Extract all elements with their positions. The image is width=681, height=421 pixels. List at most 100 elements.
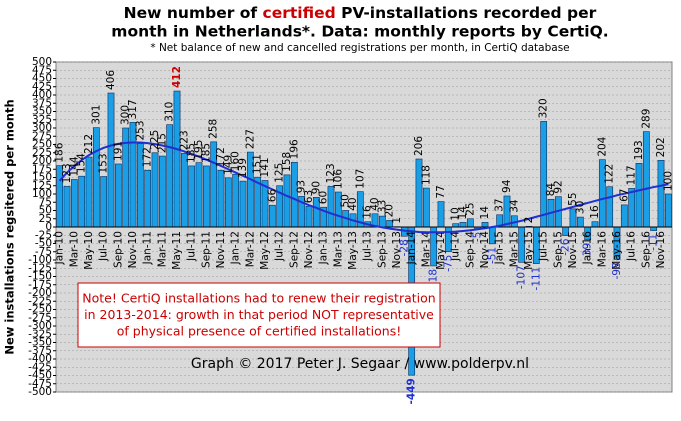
data-label: 310 [164, 102, 176, 122]
y-tick-label: -350 [28, 337, 52, 349]
bar [591, 221, 599, 228]
x-tick-label: Jan-15 [494, 231, 506, 265]
x-tick-label: May-10 [83, 231, 95, 270]
x-tick-label: Mar-10 [68, 231, 80, 267]
data-label: -28 [398, 239, 410, 256]
bar [422, 187, 430, 228]
data-label: 144 [68, 156, 80, 176]
data-label: 118 [420, 165, 432, 185]
data-label: 60 [318, 191, 330, 204]
bar [232, 173, 240, 228]
data-label: 186 [54, 142, 66, 162]
data-label: 123 [61, 163, 73, 183]
y-tick-label: 25 [39, 213, 52, 225]
y-tick-label: 300 [32, 122, 52, 134]
data-label: 123 [325, 163, 337, 183]
x-tick-label: Jan-13 [318, 231, 330, 265]
x-tick-label: Sep-10 [112, 231, 124, 268]
x-tick-label: Nov-11 [215, 231, 227, 268]
y-tick-label: 50 [39, 205, 52, 217]
y-tick-label: -425 [28, 361, 52, 373]
data-label: 55 [567, 192, 579, 205]
bar [63, 186, 71, 228]
x-tick-label: Nov-16 [655, 231, 667, 269]
x-tick-label: Sep-13 [376, 231, 388, 268]
bar [224, 177, 232, 228]
data-label: 2 [523, 217, 535, 224]
bar [437, 201, 445, 228]
title-part: PV-installations recorded per [336, 4, 597, 22]
x-tick-label: Sep-11 [200, 231, 212, 268]
y-tick-label: 125 [32, 180, 52, 192]
bar [650, 226, 658, 231]
data-label: 204 [596, 136, 608, 156]
data-label: -75 [442, 255, 454, 272]
data-label: -111 [530, 267, 542, 291]
bar [188, 165, 196, 228]
data-label: 100 [662, 171, 674, 191]
data-label: 320 [538, 98, 550, 118]
bar [459, 222, 467, 228]
x-tick-label: Mar-14 [420, 231, 432, 268]
data-label: 227 [244, 129, 256, 149]
x-tick-label: Mar-11 [156, 231, 168, 267]
x-tick-label: Jul-14 [450, 231, 462, 262]
data-label: 34 [508, 199, 520, 213]
x-tick-label: Jan-14 [406, 231, 418, 266]
data-label: 16 [589, 205, 601, 219]
data-label: 154 [76, 153, 88, 173]
y-tick-label: 250 [32, 139, 52, 151]
y-tick-label: 225 [32, 147, 52, 159]
y-tick-label: 500 [32, 56, 52, 68]
x-tick-label: Mar-13 [332, 231, 344, 267]
data-label: -39 [582, 243, 594, 260]
data-label: 300 [120, 105, 132, 125]
data-label: 107 [354, 169, 366, 189]
data-label: 196 [288, 139, 300, 159]
y-tick-label: 175 [32, 163, 52, 175]
x-tick-label: Jul-11 [186, 231, 198, 262]
note-text: Note! CertiQ installations had to renew … [82, 291, 435, 306]
x-tick-label: Jul-15 [538, 231, 550, 262]
data-label: 185 [200, 143, 212, 163]
data-label: 40 [347, 197, 359, 210]
y-tick-label: -150 [28, 271, 52, 283]
data-label: -107 [516, 265, 528, 289]
y-tick-label: -475 [28, 378, 52, 390]
y-tick-label: -100 [28, 254, 52, 266]
data-label: 125 [274, 163, 286, 183]
y-tick-label: -125 [28, 262, 52, 274]
data-label: 225 [149, 130, 161, 150]
data-label: 253 [134, 120, 146, 140]
y-tick-label: 350 [32, 106, 52, 118]
x-tick-label: Nov-12 [303, 231, 315, 268]
y-tick-label: 375 [32, 97, 52, 109]
bar [217, 169, 225, 228]
x-tick-label: Mar-12 [244, 231, 256, 267]
y-tick-label: -75 [35, 246, 52, 258]
data-label: 215 [156, 133, 168, 153]
data-label: 77 [435, 185, 447, 198]
data-label: -11 [648, 234, 660, 251]
y-tick-label: -225 [28, 295, 52, 307]
x-tick-label: Mar-15 [508, 231, 520, 267]
title-part: New number of [124, 4, 263, 22]
data-label: 185 [186, 143, 198, 163]
bar [606, 186, 614, 228]
data-label: 223 [178, 130, 190, 150]
chart-title: New number of certified PV-installations… [124, 4, 597, 22]
data-label: 92 [552, 180, 564, 193]
y-tick-label: 425 [32, 81, 52, 93]
data-label: -449 [406, 378, 418, 404]
data-label: 122 [604, 164, 616, 184]
data-label: 30 [574, 201, 586, 214]
x-tick-label: Jan-12 [230, 231, 242, 265]
data-label: 94 [501, 179, 513, 193]
y-tick-label: 450 [32, 73, 52, 85]
data-label: -5 [472, 232, 484, 242]
bar [620, 204, 628, 228]
y-tick-label: -450 [28, 370, 52, 382]
data-label: 90 [310, 181, 322, 194]
y-tick-label: -175 [28, 279, 52, 291]
data-label: 193 [633, 140, 645, 160]
